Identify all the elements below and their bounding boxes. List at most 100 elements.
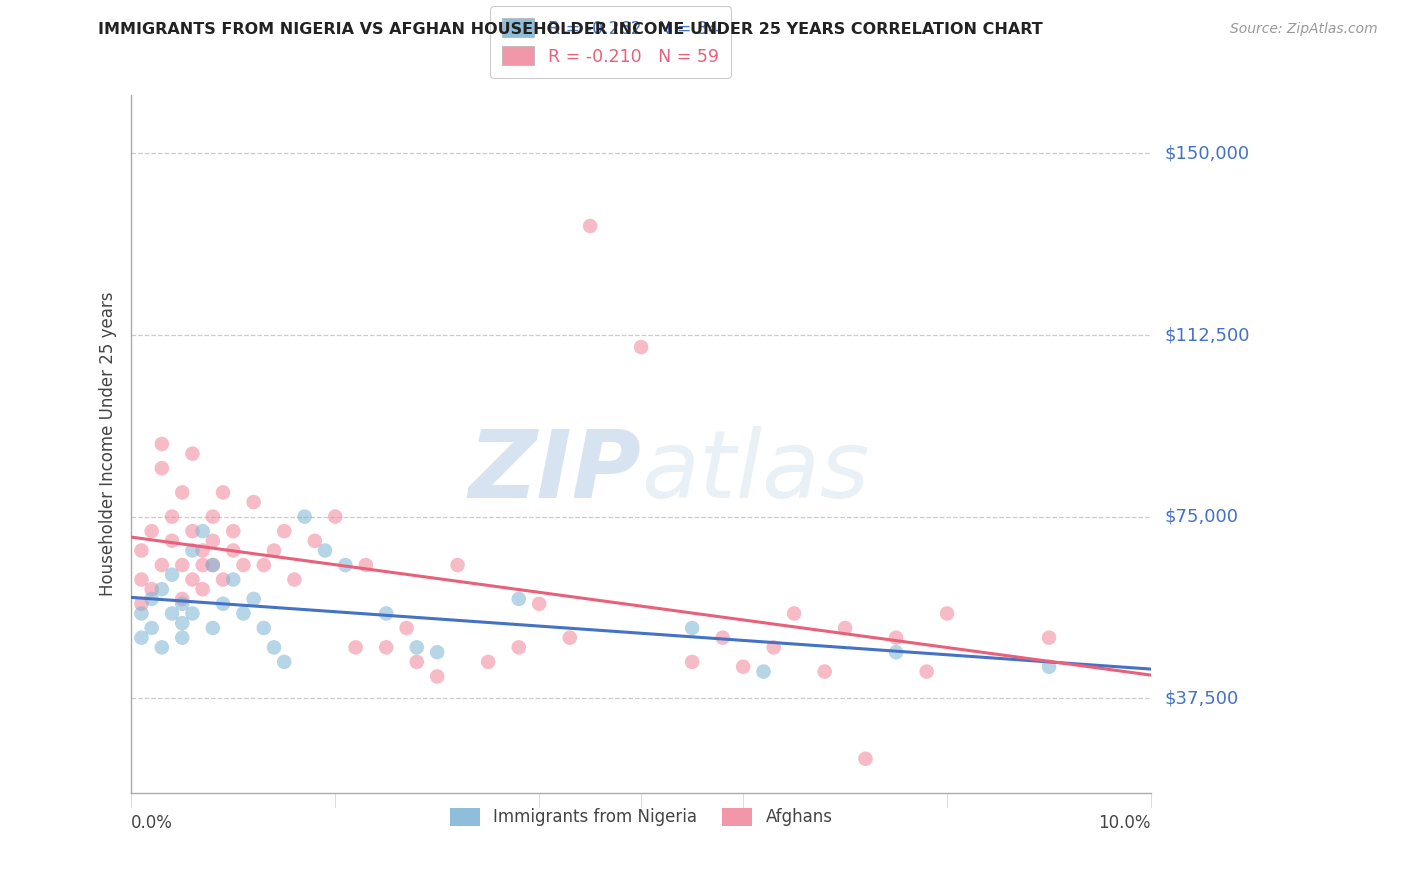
Point [579,219,602,233]
Point [201,621,224,635]
Point [814,665,837,679]
Text: 10.0%: 10.0% [1098,814,1152,831]
Point [160,607,183,621]
Point [752,665,775,679]
Point [681,621,703,635]
Point [222,573,245,587]
Point [150,558,173,572]
Text: IMMIGRANTS FROM NIGERIA VS AFGHAN HOUSEHOLDER INCOME UNDER 25 YEARS CORRELATION : IMMIGRANTS FROM NIGERIA VS AFGHAN HOUSEH… [98,22,1043,37]
Point [375,640,398,655]
Point [201,558,224,572]
Point [344,640,367,655]
Point [150,640,173,655]
Point [131,631,153,645]
Point [630,340,652,354]
Point [884,631,907,645]
Point [508,640,530,655]
Point [172,591,194,606]
Text: ZIP: ZIP [468,425,641,518]
Point [160,567,183,582]
Point [191,524,214,538]
Point [201,509,224,524]
Point [181,607,204,621]
Point [446,558,468,572]
Point [426,645,449,659]
Point [131,543,153,558]
Point [733,659,755,673]
Point [884,645,907,659]
Point [181,524,204,538]
Point [395,621,418,635]
Point [212,597,235,611]
Point [273,524,295,538]
Text: Source: ZipAtlas.com: Source: ZipAtlas.com [1230,22,1378,37]
Point [855,752,877,766]
Point [508,591,530,606]
Point [232,607,254,621]
Point [191,543,214,558]
Point [283,573,305,587]
Point [212,485,235,500]
Point [253,558,276,572]
Point [304,533,326,548]
Point [323,509,346,524]
Point [477,655,499,669]
Point [141,524,163,538]
Point [160,533,183,548]
Point [191,558,214,572]
Point [131,573,153,587]
Point [201,558,224,572]
Point [172,558,194,572]
Point [375,607,398,621]
Point [263,543,285,558]
Point [405,640,427,655]
Point [783,607,806,621]
Point [222,543,245,558]
Point [141,582,163,597]
Text: $75,000: $75,000 [1166,508,1239,525]
Point [160,509,183,524]
Point [242,591,264,606]
Legend: Immigrants from Nigeria, Afghans: Immigrants from Nigeria, Afghans [443,801,839,833]
Point [150,437,173,451]
Point [681,655,703,669]
Text: $37,500: $37,500 [1166,690,1239,707]
Point [212,573,235,587]
Point [172,597,194,611]
Point [131,597,153,611]
Text: 0.0%: 0.0% [131,814,173,831]
Point [181,447,204,461]
Point [181,573,204,587]
Y-axis label: Householder Income Under 25 years: Householder Income Under 25 years [100,292,117,596]
Point [172,616,194,631]
Point [527,597,550,611]
Point [762,640,785,655]
Point [232,558,254,572]
Point [131,607,153,621]
Point [426,669,449,683]
Text: atlas: atlas [641,426,869,517]
Point [141,621,163,635]
Point [150,582,173,597]
Text: $150,000: $150,000 [1166,145,1250,162]
Point [191,582,214,597]
Point [558,631,581,645]
Point [172,485,194,500]
Point [273,655,295,669]
Point [314,543,336,558]
Point [141,591,163,606]
Point [222,524,245,538]
Point [711,631,734,645]
Point [201,533,224,548]
Point [834,621,856,635]
Point [242,495,264,509]
Point [181,543,204,558]
Point [335,558,357,572]
Point [263,640,285,655]
Point [1038,659,1060,673]
Point [1038,631,1060,645]
Point [294,509,316,524]
Text: $112,500: $112,500 [1166,326,1250,344]
Point [354,558,377,572]
Point [405,655,427,669]
